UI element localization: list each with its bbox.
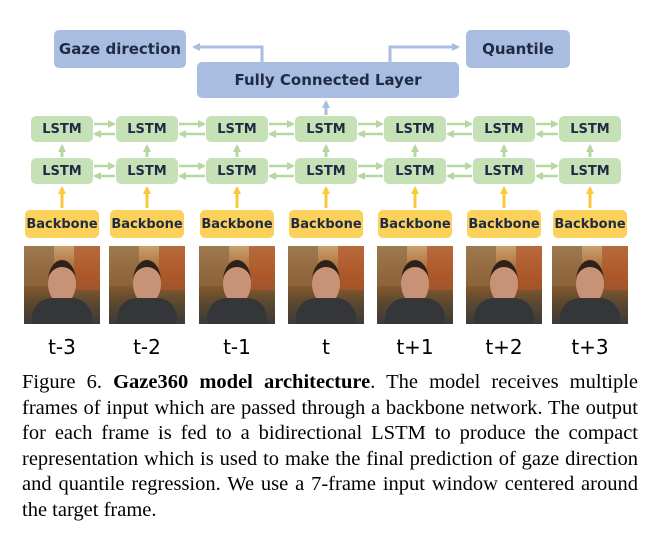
frame-label-1: t-3 [48,335,76,359]
lstm-lower-1: LSTM [31,158,93,184]
lstm-upper-5: LSTM [384,116,446,142]
backbone-6: Backbone [467,210,541,238]
figure-caption: Figure 6. Gaze360 model architecture. Th… [22,370,638,523]
frame-image-6 [466,246,542,324]
lstm-lower-6: LSTM [473,158,535,184]
frame-label-4: t [322,335,330,359]
backbone-5: Backbone [378,210,452,238]
frame-image-4 [288,246,364,324]
frame-image-7 [552,246,628,324]
arrow-fc-to-gaze [192,43,264,62]
lstm-lower-5: LSTM [384,158,446,184]
backbone-2: Backbone [110,210,184,238]
backbone-1: Backbone [25,210,99,238]
frame-label-7: t+3 [571,335,609,359]
lstm-lower-3: LSTM [206,158,268,184]
lstm-upper-3: LSTM [206,116,268,142]
lstm-upper-7: LSTM [559,116,621,142]
lstm-lower-7: LSTM [559,158,621,184]
backbone-7: Backbone [553,210,627,238]
frame-image-5 [377,246,453,324]
caption-title: Gaze360 model architecture [113,371,371,393]
arrow-fc-to-quantile [388,43,460,62]
lstm-upper-2: LSTM [116,116,178,142]
caption-prefix: Figure 6. [22,371,114,393]
frame-label-2: t-2 [133,335,161,359]
backbone-3: Backbone [200,210,274,238]
frame-image-2 [109,246,185,324]
frame-label-3: t-1 [223,335,251,359]
lstm-upper-4: LSTM [295,116,357,142]
backbone-4: Backbone [289,210,363,238]
frame-image-3 [199,246,275,324]
quantile-box: Quantile [466,30,570,68]
frame-image-1 [24,246,100,324]
lstm-lower-4: LSTM [295,158,357,184]
fully-connected-layer-box: Fully Connected Layer [197,62,459,98]
lstm-upper-6: LSTM [473,116,535,142]
lstm-lower-2: LSTM [116,158,178,184]
frame-label-6: t+2 [485,335,523,359]
gaze-direction-box: Gaze direction [54,30,186,68]
frame-label-5: t+1 [396,335,434,359]
lstm-upper-1: LSTM [31,116,93,142]
caption-body: . The model receives multiple frames of … [22,371,639,521]
